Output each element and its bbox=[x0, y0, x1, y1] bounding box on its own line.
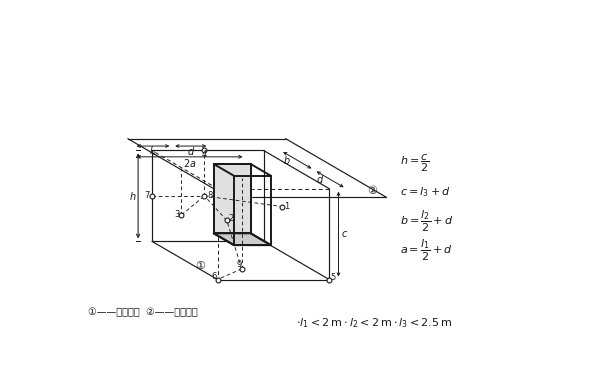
Text: ①: ① bbox=[196, 261, 206, 271]
Text: $\cdot l_1<2\,\mathrm{m}\cdot l_2<2\,\mathrm{m}\cdot l_3<2.5\,\mathrm{m}$: $\cdot l_1<2\,\mathrm{m}\cdot l_2<2\,\ma… bbox=[296, 316, 452, 330]
Polygon shape bbox=[214, 233, 271, 245]
Text: 7: 7 bbox=[145, 191, 150, 200]
Text: 3: 3 bbox=[174, 210, 179, 219]
Text: ②: ② bbox=[368, 186, 377, 196]
Text: $c$: $c$ bbox=[341, 229, 348, 239]
Text: $h=\dfrac{c}{2}$: $h=\dfrac{c}{2}$ bbox=[400, 152, 430, 174]
Text: $l_1$: $l_1$ bbox=[149, 144, 157, 158]
Text: 6: 6 bbox=[211, 272, 217, 281]
Text: ①——发动机侧  ②——发电机侧: ①——发动机侧 ②——发电机侧 bbox=[88, 307, 198, 317]
Text: $d$: $d$ bbox=[187, 146, 195, 158]
Text: $b$: $b$ bbox=[283, 154, 290, 166]
Text: 5: 5 bbox=[331, 273, 336, 282]
Text: 8: 8 bbox=[207, 191, 212, 200]
Text: $c=l_3+d$: $c=l_3+d$ bbox=[400, 185, 451, 199]
Text: $b=\dfrac{l_2}{2}+d$: $b=\dfrac{l_2}{2}+d$ bbox=[400, 209, 453, 234]
Text: 9: 9 bbox=[237, 261, 242, 270]
Text: $h$: $h$ bbox=[129, 190, 136, 202]
Text: $a=\dfrac{l_1}{2}+d$: $a=\dfrac{l_1}{2}+d$ bbox=[400, 238, 453, 263]
Polygon shape bbox=[214, 164, 251, 233]
Text: $d$: $d$ bbox=[316, 173, 324, 185]
Text: 4: 4 bbox=[202, 150, 207, 159]
Text: 2: 2 bbox=[228, 214, 233, 223]
Text: $2a$: $2a$ bbox=[183, 157, 196, 169]
Text: 1: 1 bbox=[284, 202, 289, 211]
